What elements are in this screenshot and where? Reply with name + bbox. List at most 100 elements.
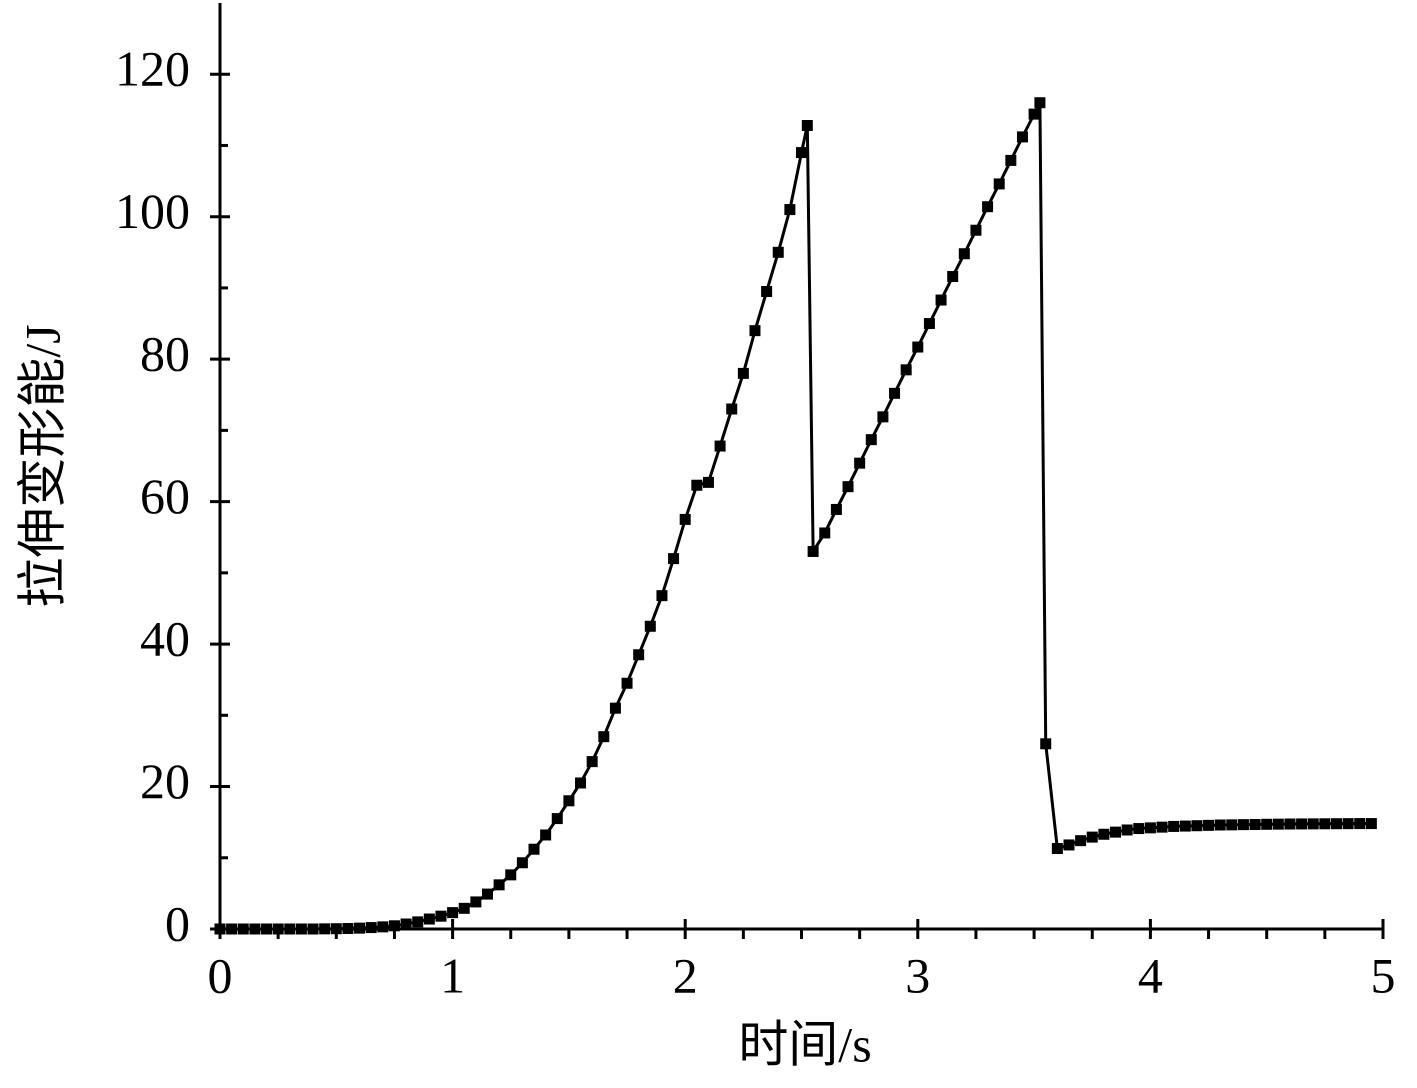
marker	[284, 923, 296, 935]
marker	[935, 294, 947, 306]
marker	[842, 481, 854, 493]
marker	[621, 677, 633, 689]
y-tick-label: 80	[140, 326, 190, 382]
marker	[877, 411, 889, 423]
y-tick-label: 60	[140, 468, 190, 524]
marker	[830, 503, 842, 515]
marker	[237, 923, 249, 935]
marker	[575, 777, 587, 789]
marker	[801, 120, 813, 132]
marker	[947, 271, 959, 283]
marker	[1121, 824, 1133, 836]
x-axis-label: 时间/s	[738, 1016, 871, 1072]
x-tick-label: 3	[905, 947, 930, 1003]
marker	[1168, 820, 1180, 832]
marker	[679, 513, 691, 525]
series-line	[220, 102, 1372, 931]
marker	[1005, 154, 1017, 166]
marker	[644, 620, 656, 632]
marker	[1191, 820, 1203, 832]
marker	[540, 829, 552, 841]
marker	[1342, 818, 1354, 830]
marker	[1272, 818, 1284, 830]
marker	[993, 178, 1005, 190]
y-tick-label: 100	[115, 183, 190, 239]
marker	[354, 922, 366, 934]
marker	[342, 923, 354, 935]
marker	[656, 590, 668, 602]
marker	[470, 896, 482, 908]
marker	[586, 756, 598, 768]
marker	[726, 403, 738, 415]
marker	[1034, 97, 1046, 109]
x-tick-label: 5	[1371, 947, 1396, 1003]
marker	[889, 387, 901, 399]
marker	[249, 923, 261, 935]
marker	[1051, 843, 1063, 855]
marker	[1284, 818, 1296, 830]
marker	[1133, 823, 1145, 835]
marker	[633, 649, 645, 661]
x-tick-label: 2	[673, 947, 698, 1003]
marker	[1307, 818, 1319, 830]
marker	[1330, 818, 1342, 830]
marker	[1203, 819, 1215, 831]
marker	[714, 440, 726, 452]
marker	[1086, 831, 1098, 843]
marker	[423, 913, 435, 925]
marker	[819, 527, 831, 539]
y-axis-label: 拉伸变形能/J	[14, 324, 70, 607]
marker	[609, 702, 621, 714]
marker	[923, 318, 935, 330]
y-tick-label: 120	[115, 41, 190, 97]
marker	[214, 923, 226, 935]
marker	[493, 879, 505, 891]
marker	[1354, 818, 1366, 830]
marker	[435, 910, 447, 922]
x-tick-label: 1	[440, 947, 465, 1003]
marker	[458, 902, 470, 914]
marker	[528, 843, 540, 855]
marker	[1179, 820, 1191, 832]
marker	[1028, 108, 1040, 120]
y-tick-label: 40	[140, 611, 190, 667]
marker	[400, 918, 412, 930]
marker	[307, 923, 319, 935]
marker	[1075, 835, 1087, 847]
marker	[1098, 828, 1110, 840]
marker	[598, 731, 610, 743]
marker	[668, 553, 680, 565]
marker	[563, 795, 575, 807]
marker	[447, 907, 459, 919]
marker	[505, 869, 517, 881]
marker	[865, 434, 877, 446]
marker	[749, 325, 761, 337]
y-tick-label: 0	[165, 895, 190, 951]
marker	[330, 923, 342, 935]
marker	[1249, 819, 1261, 831]
marker	[761, 285, 773, 297]
marker	[272, 923, 284, 935]
x-tick-label: 0	[208, 947, 233, 1003]
marker	[854, 457, 866, 469]
y-tick-label: 20	[140, 753, 190, 809]
marker	[958, 248, 970, 260]
marker	[412, 916, 424, 928]
marker	[970, 224, 982, 236]
marker	[1110, 826, 1122, 838]
marker	[1237, 819, 1249, 831]
marker	[772, 246, 784, 258]
marker	[365, 922, 377, 934]
marker	[1261, 818, 1273, 830]
marker	[551, 813, 563, 825]
marker	[784, 204, 796, 216]
marker	[388, 920, 400, 932]
marker	[261, 923, 273, 935]
marker	[691, 479, 703, 491]
marker	[319, 923, 331, 935]
x-tick-label: 4	[1138, 947, 1163, 1003]
marker	[702, 476, 714, 488]
marker	[1296, 818, 1308, 830]
marker	[737, 367, 749, 379]
